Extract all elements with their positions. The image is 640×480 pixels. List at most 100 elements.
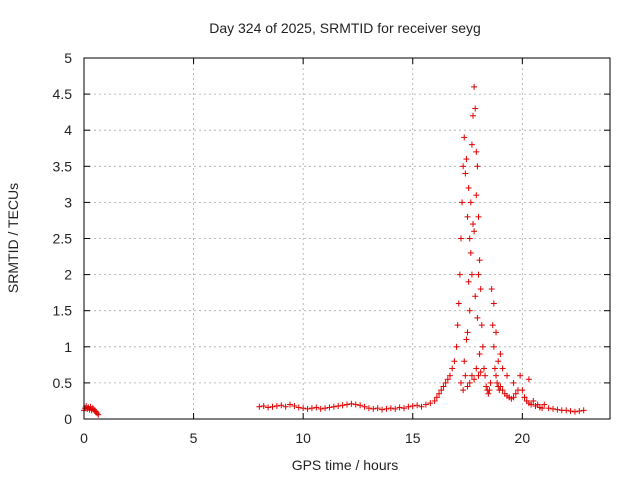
data-point — [512, 390, 519, 397]
y-tick-label: 1 — [64, 339, 72, 355]
data-point — [525, 376, 532, 383]
data-point — [477, 369, 484, 376]
data-point — [379, 406, 386, 413]
data-point — [545, 405, 552, 412]
plot-frame — [83, 57, 611, 420]
data-point — [304, 405, 311, 412]
data-point — [493, 329, 500, 336]
data-point — [497, 351, 504, 358]
y-tick-label: 2.5 — [53, 231, 73, 247]
data-point — [94, 410, 101, 417]
data-point — [503, 372, 510, 379]
data-point — [472, 105, 479, 112]
chart-title: Day 324 of 2025, SRMTID for receiver sey… — [209, 20, 481, 36]
data-point — [278, 402, 285, 409]
data-point — [300, 405, 307, 412]
data-point — [361, 403, 368, 410]
data-point — [539, 405, 546, 412]
data-point — [444, 376, 451, 383]
data-point — [291, 403, 298, 410]
data-point — [447, 372, 454, 379]
data-point — [521, 394, 528, 401]
data-point — [374, 405, 381, 412]
data-point — [265, 404, 272, 411]
data-point — [457, 235, 464, 242]
data-point — [456, 271, 463, 278]
data-point — [467, 199, 474, 206]
data-point — [453, 343, 460, 350]
data-point — [480, 365, 487, 372]
data-point — [313, 404, 320, 411]
data-point — [418, 403, 425, 410]
data-point — [322, 405, 329, 412]
data-point — [461, 358, 468, 365]
data-point — [409, 403, 416, 410]
y-tick-label: 3.5 — [53, 158, 73, 174]
data-point — [468, 372, 475, 379]
data-point — [462, 170, 469, 177]
data-point — [580, 407, 587, 414]
data-point — [438, 387, 445, 394]
data-point — [466, 235, 473, 242]
data-point — [463, 156, 470, 163]
data-point — [460, 387, 467, 394]
data-point — [471, 376, 478, 383]
data-point — [474, 163, 481, 170]
x-tick-label: 5 — [190, 430, 198, 446]
data-point — [465, 184, 472, 191]
data-point — [464, 213, 471, 220]
data-point — [487, 379, 494, 386]
data-point — [488, 286, 495, 293]
y-tick-label: 5 — [64, 50, 72, 66]
y-tick-label: 3 — [64, 194, 72, 210]
data-point — [473, 148, 480, 155]
data-point — [510, 379, 517, 386]
data-point — [473, 365, 480, 372]
data-point — [348, 400, 355, 407]
data-point — [567, 408, 574, 415]
data-point — [491, 365, 498, 372]
data-point — [352, 401, 359, 408]
data-point — [295, 404, 302, 411]
data-point — [474, 314, 481, 321]
data-point — [467, 249, 474, 256]
data-point — [464, 383, 471, 390]
data-point — [457, 379, 464, 386]
x-tick-label: 0 — [80, 430, 88, 446]
y-tick-label: 0.5 — [53, 375, 73, 391]
data-point — [473, 192, 480, 199]
data-point — [451, 358, 458, 365]
data-point — [530, 397, 537, 404]
data-point — [387, 405, 394, 412]
data-point — [576, 408, 583, 415]
data-point — [475, 271, 482, 278]
data-point — [510, 394, 517, 401]
data-point — [282, 403, 289, 410]
data-point — [486, 387, 493, 394]
data-point — [470, 221, 477, 228]
data-point — [490, 343, 497, 350]
data-point — [471, 228, 478, 235]
data-point — [517, 372, 524, 379]
data-point — [541, 401, 548, 408]
data-point — [454, 322, 461, 329]
data-point — [475, 372, 482, 379]
data-point — [519, 387, 526, 394]
y-tick-label: 4.5 — [53, 86, 73, 102]
data-point — [396, 404, 403, 411]
data-point — [414, 402, 421, 409]
data-point — [472, 293, 479, 300]
y-tick-labels: 0 0.5 1 1.5 2 2.5 3 3.5 4 4.5 5 — [53, 50, 73, 427]
data-point — [449, 365, 456, 372]
data-point — [460, 163, 467, 170]
data-point — [330, 403, 337, 410]
x-axis-label: GPS time / hours — [292, 457, 399, 473]
data-point — [476, 351, 483, 358]
data-point — [365, 405, 372, 412]
y-tick-label: 0 — [64, 411, 72, 427]
axis-ticks — [83, 57, 610, 420]
data-point — [495, 358, 502, 365]
data-point — [440, 383, 447, 390]
data-point — [95, 411, 102, 418]
